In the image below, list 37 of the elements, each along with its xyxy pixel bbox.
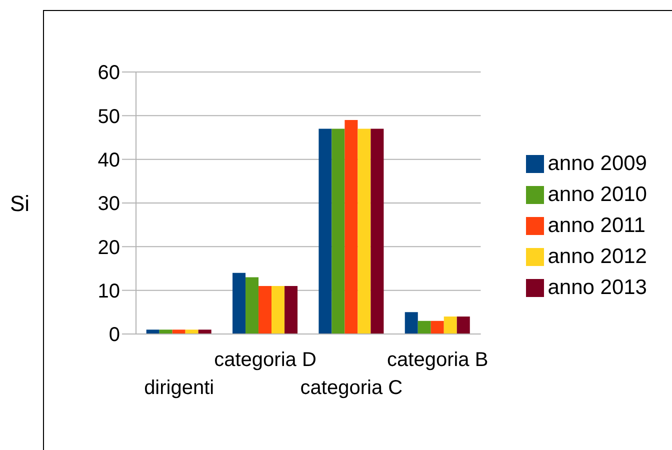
bar <box>159 330 172 334</box>
y-tick-label: 0 <box>108 324 120 346</box>
bar <box>370 128 384 334</box>
bar <box>172 330 186 334</box>
bar <box>332 128 345 334</box>
bar <box>456 316 470 334</box>
legend-label: anno 2011 <box>548 214 646 236</box>
bar <box>272 286 285 334</box>
y-axis-title: Si <box>10 190 30 216</box>
y-tick-label: 60 <box>98 62 120 84</box>
x-tick-label: categoria C <box>300 377 403 399</box>
y-tick-label: 10 <box>98 280 120 302</box>
bar <box>444 316 457 334</box>
x-tick-label: dirigenti <box>144 377 214 399</box>
bar <box>185 330 198 334</box>
legend-label: anno 2009 <box>548 152 647 174</box>
bar <box>258 286 272 334</box>
y-tick-label: 40 <box>98 149 120 172</box>
y-tick-label: 50 <box>98 106 120 128</box>
bar <box>198 330 212 334</box>
bar <box>404 312 418 334</box>
bar <box>430 320 444 334</box>
legend-label: anno 2012 <box>548 244 647 268</box>
x-tick-label: categoria D <box>214 349 316 371</box>
x-tick-label: categoria B <box>387 349 488 371</box>
bar <box>358 128 371 334</box>
bar <box>318 128 332 334</box>
legend-label: anno 2010 <box>548 182 647 206</box>
bar <box>146 330 160 334</box>
bar <box>344 120 358 334</box>
legend-label: anno 2013 <box>548 276 647 298</box>
y-tick-label: 20 <box>98 236 120 259</box>
bar <box>418 320 431 334</box>
bar <box>246 277 259 334</box>
y-tick-label: 30 <box>98 193 120 216</box>
bar <box>284 286 298 334</box>
bar <box>232 272 246 334</box>
